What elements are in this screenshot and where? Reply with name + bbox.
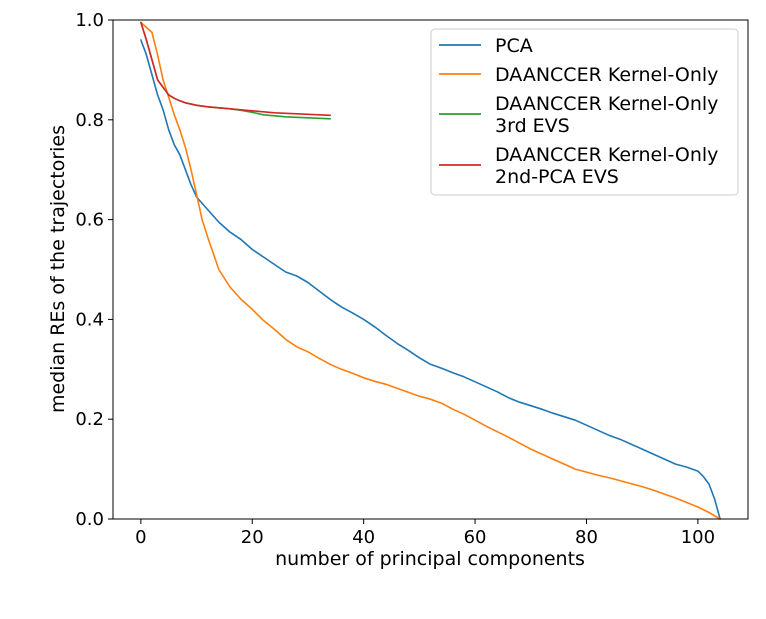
series-line-1 — [140, 39, 721, 520]
x-tick-label: 60 — [464, 527, 487, 548]
x-tick-label: 20 — [241, 527, 264, 548]
series-line-2 — [140, 21, 721, 520]
plot-frame — [112, 19, 749, 520]
series-line-4 — [140, 21, 332, 117]
x-axis-ticks: 0 20 40 60 80 100 — [135, 519, 715, 548]
x-tick-label: 100 — [681, 527, 715, 548]
y-tick-label: 0.2 — [75, 409, 104, 430]
legend-label-1: PCA — [495, 35, 533, 57]
legend: PCA DAANCCER Kernel-Only DAANCCER Kernel-O… — [430, 28, 739, 196]
x-tick-label: 0 — [135, 527, 146, 548]
x-axis-label: number of principal components — [275, 548, 585, 570]
y-axis-ticks: 0.0 0.2 0.4 0.6 0.8 1.0 — [75, 10, 113, 530]
legend-label-3: DAANCCER Kernel-Only 3rd EVS — [495, 93, 718, 137]
y-tick-label: 0.6 — [75, 210, 104, 231]
y-axis-label: median REs of the trajectories — [47, 125, 69, 413]
y-tick-label: 1.0 — [75, 10, 104, 31]
y-tick-label: 0.4 — [75, 309, 104, 330]
x-tick-label: 40 — [352, 527, 375, 548]
y-tick-label: 0.0 — [75, 509, 104, 530]
x-tick-label: 80 — [575, 527, 598, 548]
y-tick-label: 0.8 — [75, 110, 104, 131]
legend-label-2: DAANCCER Kernel-Only — [495, 64, 718, 86]
legend-box — [430, 28, 739, 196]
series-layer — [140, 21, 721, 520]
legend-label-4: DAANCCER Kernel-Only 2nd-PCA EVS — [495, 144, 718, 188]
